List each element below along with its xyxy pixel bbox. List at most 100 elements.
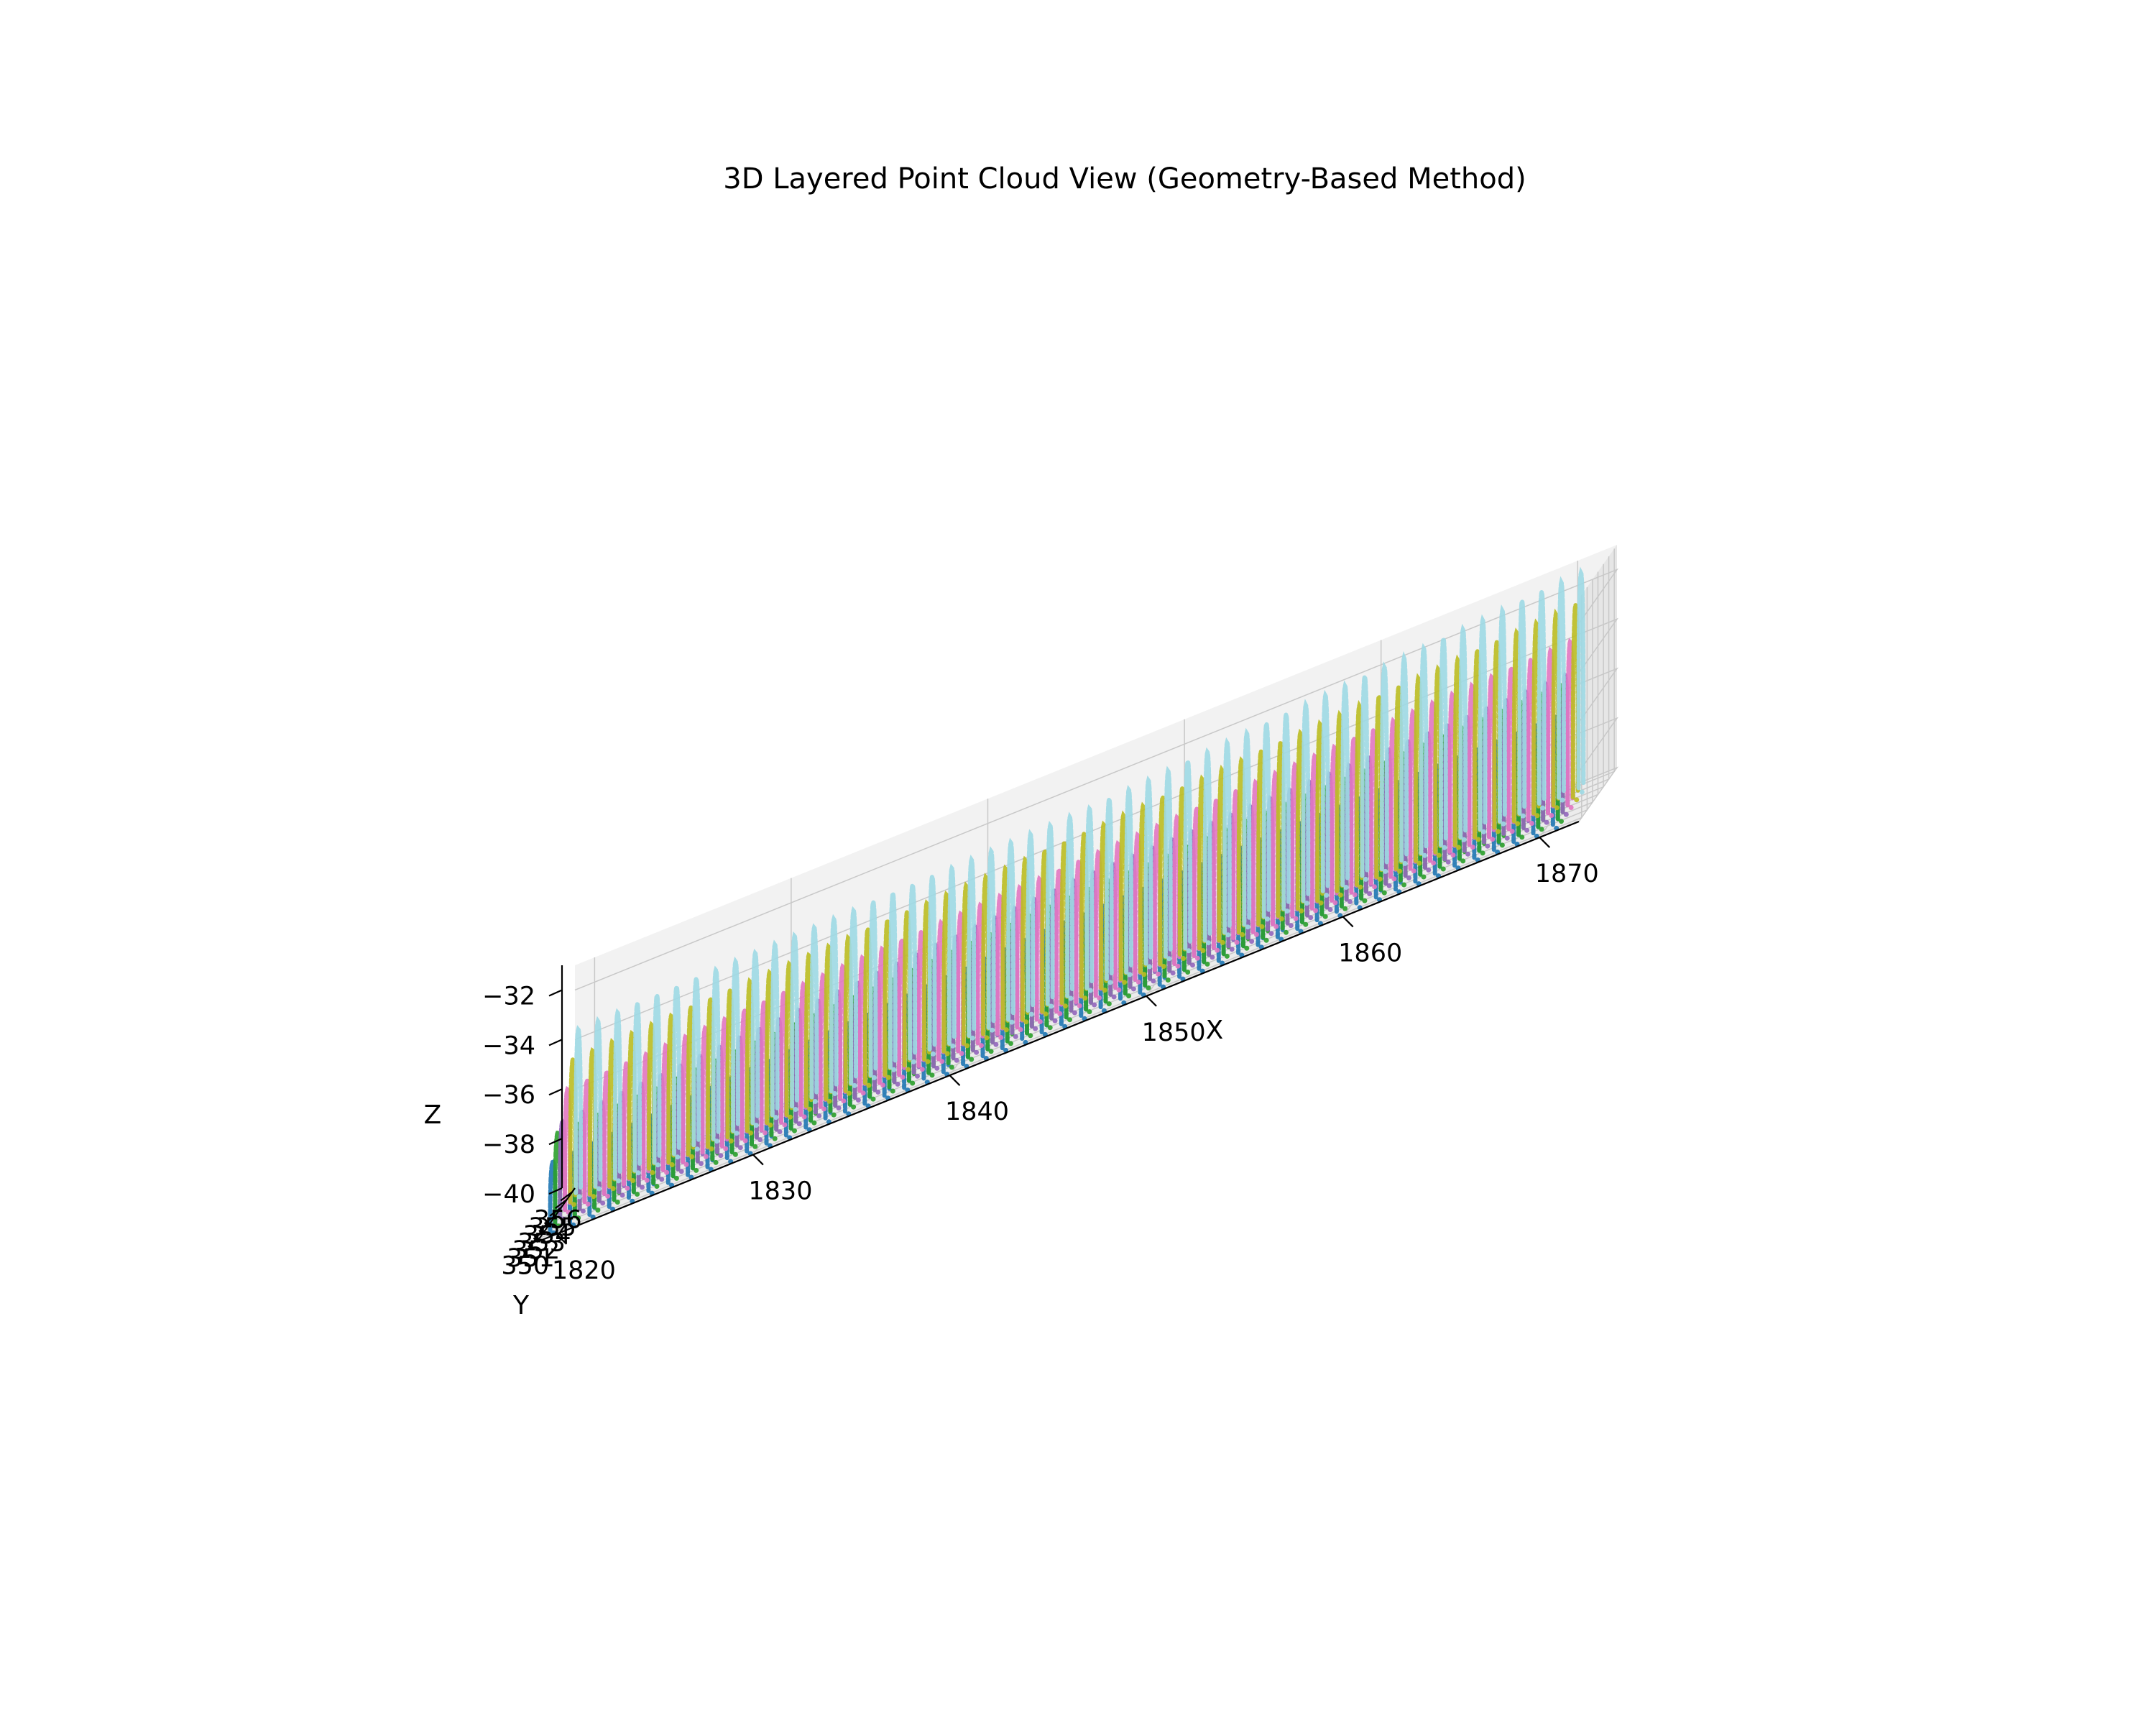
data-point-arch [1557,576,1566,800]
x-tick [1539,837,1551,848]
data-point-arch [1576,566,1586,792]
data-point-arch [809,923,819,1102]
data-point [1018,1027,1023,1032]
z-tick [548,989,563,997]
data-point [1313,908,1318,914]
y-tick [528,1237,540,1248]
data-point [860,1090,866,1096]
y-tick [560,1191,573,1202]
data-point [911,1059,916,1064]
data-point [1347,899,1353,904]
data-point [998,1035,1004,1040]
data-point-arch [1419,643,1429,856]
data-point [1057,1011,1063,1016]
data-point-arch [1222,737,1232,935]
data-point [1122,980,1127,985]
data-point [925,1059,931,1064]
data-point [1559,819,1564,824]
data-point [752,1144,758,1149]
z-tick-label: −32 [482,982,535,1011]
data-point [1224,953,1230,959]
data-point [1386,883,1392,888]
z-axis-label: Z [424,1100,442,1130]
data-point [1465,851,1470,857]
data-point [650,1170,655,1175]
x-tick [1342,916,1354,928]
data-point [959,1051,964,1057]
x-tick-label: 1850 [1142,1018,1206,1047]
y-tick [533,1230,546,1240]
data-point [728,1138,734,1144]
data-point [1431,860,1437,866]
chart-title: 3D Layered Point Cloud View (Geometry-Ba… [723,162,1526,196]
data-point [1092,1002,1097,1008]
data-point [1033,1026,1038,1031]
z-tick [548,1039,563,1046]
data-point [1520,813,1526,819]
data-point [1141,972,1147,978]
data-point [1003,1027,1009,1033]
data-point [1009,1019,1015,1025]
data-point [1524,827,1530,833]
data-point [990,1027,995,1033]
data-point-arch [1340,680,1350,888]
data-point-arch [1143,775,1153,967]
z-tick-label: −40 [482,1180,535,1209]
data-point [1225,932,1231,938]
y-tick-label: 351 [507,1244,555,1273]
x-tick-label: 1820 [552,1256,616,1285]
data-point [1568,805,1574,810]
y-tick-label: 353 [517,1229,566,1258]
data-point [1534,813,1540,819]
data-point [831,1112,837,1118]
data-point [1391,876,1397,882]
data-point [855,1098,861,1103]
data-point [1259,924,1265,929]
data-point [768,1122,773,1128]
data-point-arch [1399,651,1409,864]
data-point [694,1146,700,1152]
data-point [561,1216,566,1222]
data-point [596,1186,602,1192]
data-point [919,1067,925,1072]
data-point [1240,932,1245,937]
data-point [1087,988,1093,993]
data-point [1265,916,1270,922]
data-point [891,1067,897,1072]
data-point-arch [750,948,760,1126]
data-point-arch [1478,614,1488,832]
axis-lines [528,820,1580,1248]
data-point [659,1177,665,1182]
data-point [1445,859,1451,865]
data-point [713,1159,719,1165]
data-point [654,1184,660,1189]
data-point-arch [1281,709,1291,911]
data-point [1190,962,1195,968]
data-point [1107,980,1113,985]
data-point [1077,1003,1082,1008]
data-point-arch [652,990,662,1165]
data-point [1402,860,1408,866]
data-point [678,1169,684,1174]
data-point [1165,978,1171,983]
x-tick [949,1075,961,1086]
z-gridline [574,568,1619,991]
data-point [773,1115,779,1121]
data-point-arch [1006,837,1015,1022]
data-point [1263,937,1269,943]
data-point [723,1146,729,1151]
data-point [1560,797,1565,803]
data-point-arch [593,1016,603,1189]
y-tick-label: 356 [534,1205,582,1234]
data-point [591,1194,596,1200]
data-point [1422,852,1427,858]
data-point [1215,947,1220,953]
data-point [1299,908,1304,914]
data-point [1288,923,1294,929]
data-point [635,1170,641,1176]
data-point [812,1099,818,1104]
data-point [841,1098,847,1104]
data-point-arch [770,939,780,1118]
data-point [1406,875,1411,880]
